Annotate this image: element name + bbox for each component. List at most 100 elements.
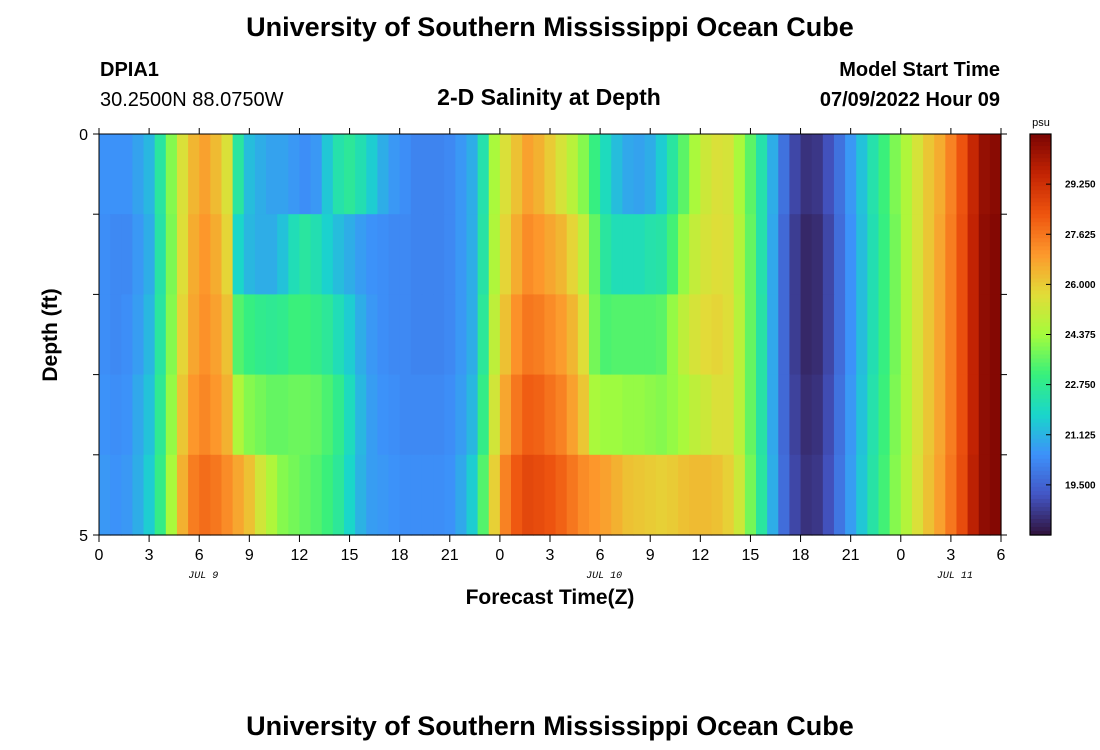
heatmap-cell bbox=[332, 214, 345, 295]
colorbar-segment bbox=[1030, 502, 1051, 508]
heatmap-cell bbox=[767, 214, 779, 295]
heatmap-cell bbox=[756, 134, 768, 215]
heatmap-cell bbox=[889, 134, 902, 215]
heatmap-cell bbox=[566, 374, 579, 456]
heatmap-cell bbox=[611, 134, 623, 215]
heatmap-cell bbox=[544, 294, 557, 376]
heatmap-cell bbox=[666, 294, 679, 376]
heatmap-cell bbox=[377, 294, 390, 376]
heatmap-cell bbox=[321, 454, 334, 536]
chart-title: University of Southern Mississippi Ocean… bbox=[246, 12, 854, 42]
heatmap-cell bbox=[666, 374, 679, 456]
heatmap-cell bbox=[444, 214, 456, 295]
heatmap-cell bbox=[978, 454, 991, 536]
heatmap-cell bbox=[477, 454, 490, 536]
heatmap-cell bbox=[421, 454, 434, 536]
heatmap-cell bbox=[522, 374, 534, 456]
heatmap-cell bbox=[511, 214, 523, 295]
colorbar-segment bbox=[1030, 326, 1051, 332]
heatmap-cell bbox=[399, 374, 412, 456]
heatmap-cell bbox=[811, 134, 824, 215]
colorbar-segment bbox=[1030, 282, 1051, 287]
heatmap-cell bbox=[433, 214, 445, 295]
heatmap-cell bbox=[989, 454, 1002, 536]
colorbar-segment bbox=[1030, 186, 1051, 191]
heatmap-cell bbox=[744, 374, 757, 456]
heatmap-cell bbox=[399, 134, 412, 215]
colorbar-segment bbox=[1030, 274, 1051, 279]
heatmap-cell bbox=[488, 374, 501, 456]
y-tick-label: 0 bbox=[79, 127, 88, 144]
heatmap-cell bbox=[321, 294, 334, 376]
heatmap-cell bbox=[845, 454, 857, 536]
heatmap-cell bbox=[410, 374, 423, 456]
heatmap-cell bbox=[822, 454, 835, 536]
x-tick-label: 21 bbox=[441, 547, 459, 564]
heatmap-cell bbox=[666, 214, 679, 295]
heatmap-cell bbox=[343, 454, 356, 536]
heatmap-cell bbox=[99, 294, 111, 376]
colorbar-segment bbox=[1030, 250, 1051, 255]
heatmap-cell bbox=[711, 134, 724, 215]
colorbar-segment bbox=[1030, 454, 1051, 460]
heatmap-cell bbox=[511, 294, 523, 376]
heatmap-cell bbox=[410, 134, 423, 215]
colorbar-segment bbox=[1030, 498, 1051, 504]
colorbar-tick-label: 19.500 bbox=[1065, 480, 1096, 491]
heatmap-cell bbox=[310, 134, 323, 215]
colorbar-segment bbox=[1030, 370, 1051, 376]
heatmap-cell bbox=[756, 374, 768, 456]
colorbar-segment bbox=[1030, 466, 1051, 472]
heatmap-cell bbox=[254, 374, 267, 456]
heatmap-cell bbox=[533, 134, 546, 215]
heatmap-cell bbox=[310, 294, 323, 376]
colorbar-segment bbox=[1030, 474, 1051, 480]
heatmap-cell bbox=[499, 294, 512, 376]
x-tick-label: 12 bbox=[291, 547, 309, 564]
colorbar-segment bbox=[1030, 482, 1051, 488]
heatmap-cell bbox=[900, 294, 913, 376]
heatmap-cell bbox=[611, 214, 623, 295]
heatmap-cell bbox=[421, 214, 434, 295]
heatmap-cell bbox=[243, 374, 256, 456]
heatmap-cell bbox=[121, 134, 134, 215]
colorbar-segment bbox=[1030, 294, 1051, 300]
x-tick-label: 9 bbox=[646, 547, 655, 564]
heatmap-cell bbox=[789, 134, 802, 215]
heatmap-cell bbox=[722, 374, 735, 456]
heatmap-cell bbox=[522, 214, 534, 295]
heatmap-cell bbox=[377, 454, 390, 536]
heatmap-cell bbox=[455, 374, 468, 456]
colorbar-segment bbox=[1030, 230, 1051, 235]
heatmap-cell bbox=[644, 214, 657, 295]
colorbar-segment bbox=[1030, 506, 1051, 512]
heatmap-cell bbox=[132, 454, 145, 536]
heatmap-cell bbox=[967, 134, 980, 215]
colorbar-segment bbox=[1030, 270, 1051, 275]
heatmap-cell bbox=[733, 454, 746, 536]
heatmap-cell bbox=[266, 374, 278, 456]
x-axis-label: Forecast Time(Z) bbox=[466, 586, 635, 609]
station-id: DPIA1 bbox=[100, 59, 159, 81]
heatmap-cell bbox=[778, 454, 791, 536]
heatmap-cell bbox=[210, 454, 223, 536]
heatmap-cell bbox=[778, 214, 791, 295]
heatmap-cell bbox=[889, 374, 902, 456]
heatmap-cell bbox=[822, 374, 835, 456]
heatmap-cell bbox=[477, 374, 490, 456]
heatmap-cell bbox=[288, 294, 301, 376]
colorbar-tick-label: 21.125 bbox=[1065, 430, 1096, 441]
heatmap-cell bbox=[611, 374, 623, 456]
colorbar-segment bbox=[1030, 394, 1051, 400]
heatmap-cell bbox=[856, 134, 868, 215]
heatmap-cell bbox=[455, 214, 468, 295]
colorbar-segment bbox=[1030, 462, 1051, 468]
heatmap-cell bbox=[199, 454, 211, 536]
colorbar-segment bbox=[1030, 510, 1051, 516]
colorbar-segment bbox=[1030, 446, 1051, 452]
heatmap-cell bbox=[956, 374, 969, 456]
heatmap-cell bbox=[188, 214, 200, 295]
heatmap-cell bbox=[689, 454, 701, 536]
x-tick-label: 18 bbox=[792, 547, 810, 564]
heatmap-cell bbox=[622, 454, 635, 536]
